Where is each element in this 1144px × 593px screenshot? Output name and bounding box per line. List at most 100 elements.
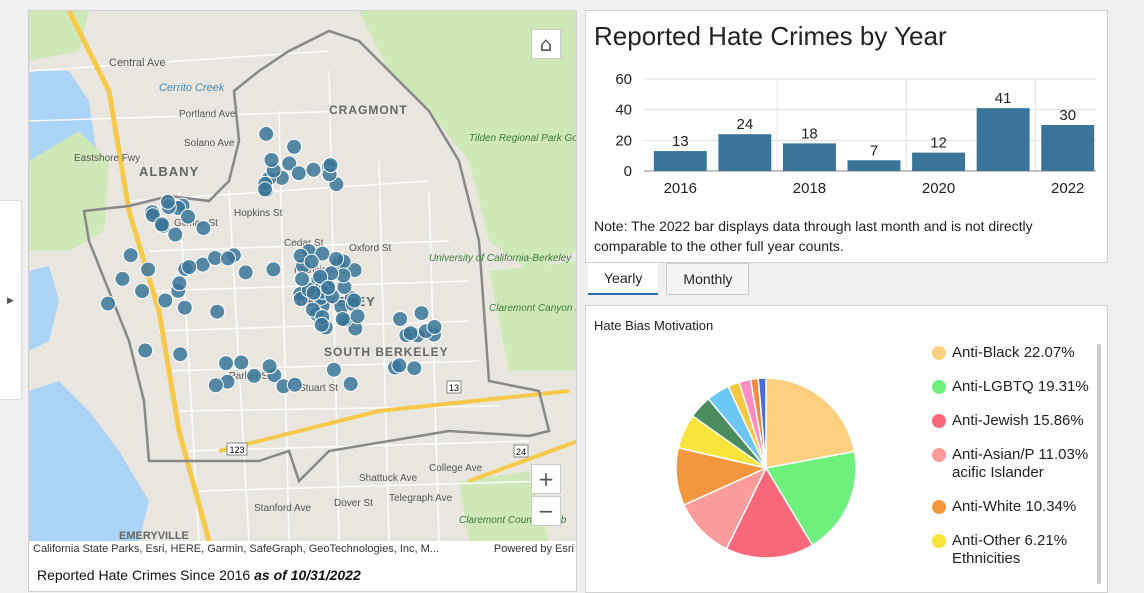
label-dover: Dover St — [334, 498, 373, 509]
map-caption: Reported Hate Crimes Since 2016 as of 10… — [29, 561, 576, 591]
crime-point[interactable] — [391, 357, 408, 374]
crime-point[interactable] — [334, 311, 351, 328]
crime-point[interactable] — [257, 181, 273, 198]
crime-point[interactable] — [281, 155, 298, 172]
crime-point[interactable] — [157, 292, 174, 309]
powered-by-esri[interactable]: Powered by Esri — [493, 543, 574, 555]
crime-point[interactable] — [305, 284, 322, 301]
legend-scrollbar[interactable] — [1097, 344, 1101, 584]
crime-point[interactable] — [207, 377, 224, 394]
crime-point[interactable] — [176, 299, 193, 316]
bar-chart[interactable]: 0 20 40 60 13 2016 24 18 2018 7 12 2020 41 30 2022 — [586, 71, 1109, 221]
zoom-in-button[interactable]: + — [531, 464, 561, 494]
crime-point[interactable] — [261, 358, 278, 375]
crime-point[interactable] — [402, 325, 419, 342]
crime-point[interactable] — [303, 253, 320, 270]
tab-yearly[interactable]: Yearly — [588, 263, 659, 295]
bar-2022[interactable] — [1041, 125, 1095, 171]
crime-point[interactable] — [246, 367, 263, 384]
crime-point[interactable] — [258, 125, 275, 142]
crime-point[interactable] — [180, 208, 197, 225]
crime-point[interactable] — [305, 161, 322, 178]
crime-point[interactable] — [122, 247, 139, 264]
crime-point[interactable] — [392, 311, 409, 327]
crime-point[interactable] — [237, 264, 254, 281]
crime-point[interactable] — [294, 271, 311, 288]
legend-swatch — [932, 380, 946, 394]
crime-point[interactable] — [195, 220, 212, 237]
crime-point[interactable] — [153, 216, 170, 233]
crime-point[interactable] — [263, 152, 280, 168]
crime-point[interactable] — [328, 251, 345, 267]
bar-2019[interactable] — [847, 160, 901, 171]
map-caption-text: Reported Hate Crimes Since 2016 — [37, 567, 255, 583]
crime-point[interactable] — [159, 193, 176, 210]
map-view[interactable]: Central Ave Cerrito Creek Portland Ave S… — [29, 11, 576, 541]
crime-point[interactable] — [218, 355, 234, 372]
bar-2017[interactable] — [718, 134, 772, 171]
crime-point[interactable] — [140, 261, 157, 278]
crime-point[interactable] — [167, 226, 184, 243]
basemap: Central Ave Cerrito Creek Portland Ave S… — [29, 11, 576, 541]
crime-point[interactable] — [342, 375, 359, 392]
attribution-text[interactable]: California State Parks, Esri, HERE, Garm… — [33, 543, 439, 555]
crime-point[interactable] — [134, 283, 151, 299]
crime-point[interactable] — [314, 245, 331, 262]
svg-text:123: 123 — [229, 445, 244, 455]
bar-2018[interactable] — [782, 143, 836, 171]
legend-item[interactable]: Anti-White 10.34% — [932, 498, 1092, 516]
zoom-out-button[interactable]: − — [531, 496, 561, 526]
crime-point[interactable] — [325, 361, 342, 378]
pie-chart[interactable] — [666, 368, 866, 568]
crime-point[interactable] — [100, 295, 116, 312]
crime-point[interactable] — [313, 316, 330, 333]
crime-point[interactable] — [286, 376, 303, 393]
bar-value-label: 30 — [1059, 107, 1076, 124]
home-icon: ⌂ — [539, 32, 553, 56]
legend-item[interactable]: Anti-LGBTQ 19.31% — [932, 378, 1092, 396]
pie-slice[interactable] — [757, 377, 767, 469]
crime-point[interactable] — [322, 157, 339, 174]
crime-point[interactable] — [413, 305, 430, 322]
legend-item[interactable]: Anti-Asian/P 11.03% acific Islander — [932, 446, 1092, 482]
x-tick-label: 2016 — [664, 180, 697, 197]
home-button[interactable]: ⌂ — [531, 29, 561, 59]
crime-point[interactable] — [406, 360, 423, 377]
crime-point[interactable] — [286, 138, 303, 155]
bar-chart-panel: Reported Hate Crimes by Year 0 20 40 60 13 20… — [585, 10, 1108, 263]
legend-item[interactable]: Anti-Black 22.07% — [932, 344, 1092, 362]
crime-point[interactable] — [220, 250, 236, 267]
label-portland-ave: Portland Ave — [179, 109, 236, 120]
bar-value-label: 24 — [737, 116, 754, 133]
crime-point[interactable] — [171, 275, 188, 292]
legend-item[interactable]: Anti-Jewish 15.86% — [932, 412, 1092, 430]
crime-point[interactable] — [346, 292, 363, 309]
crime-point[interactable] — [233, 354, 250, 371]
crime-points-layer[interactable] — [100, 125, 443, 395]
sidebar-expand-handle[interactable]: ▶ — [0, 200, 22, 400]
map-caption-date: as of 10/31/2022 — [254, 567, 361, 583]
label-college: College Ave — [429, 463, 483, 474]
bar-2021[interactable] — [976, 108, 1030, 171]
crime-point[interactable] — [349, 308, 366, 325]
bar-value-label: 41 — [995, 90, 1012, 107]
crime-point[interactable] — [265, 261, 282, 278]
crime-point[interactable] — [181, 259, 198, 275]
pie-slice[interactable] — [725, 466, 814, 559]
crime-point[interactable] — [172, 346, 189, 363]
bar-2020[interactable] — [912, 152, 966, 171]
tab-monthly[interactable]: Monthly — [666, 263, 750, 295]
pie-slice[interactable] — [765, 377, 856, 469]
y-tick-label: 0 — [624, 163, 632, 180]
crime-point[interactable] — [137, 342, 154, 359]
legend-item[interactable]: Anti-Other 6.21% Ethnicities — [932, 532, 1092, 568]
crime-point[interactable] — [426, 319, 443, 335]
label-oxford: Oxford St — [349, 243, 391, 254]
crime-point[interactable] — [320, 279, 337, 296]
crime-point[interactable] — [209, 303, 226, 320]
bar-2016[interactable] — [653, 151, 707, 171]
pie-slice[interactable] — [764, 450, 857, 547]
crime-point[interactable] — [114, 270, 131, 287]
crime-point[interactable] — [290, 165, 307, 182]
crime-point[interactable] — [312, 268, 329, 285]
